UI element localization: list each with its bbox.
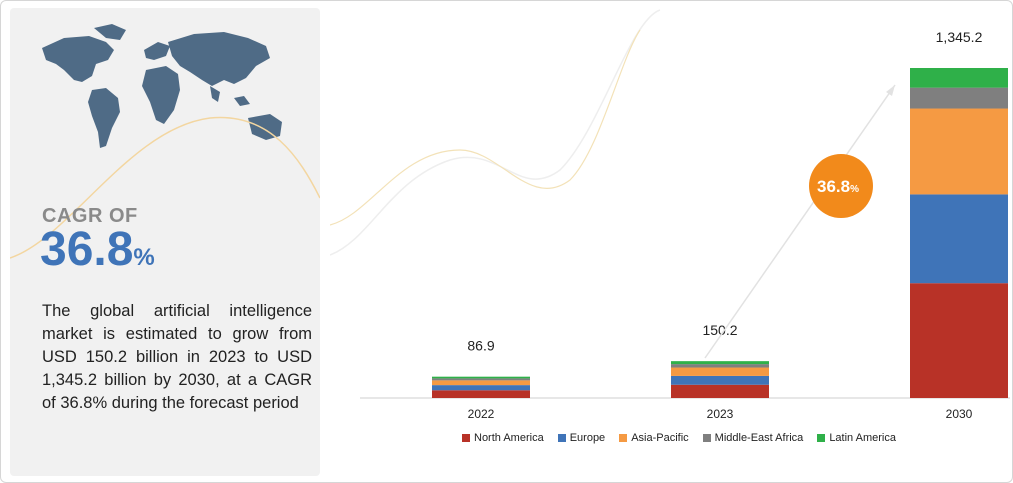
cagr-value: 36.8%: [40, 226, 155, 274]
bar-segment-2030-north-america: [910, 283, 1008, 398]
cagr-bubble: [809, 154, 873, 218]
bar-segment-2030-latin-america: [910, 68, 1008, 88]
chart-legend: North America Europe Asia-Pacific Middle-Ea…: [462, 432, 896, 444]
market-description: The global artificial intelligence marke…: [42, 302, 312, 412]
legend-item-latin-america: Latin America: [817, 432, 896, 444]
bar-segment-2023-asia-pacific: [671, 367, 769, 376]
total-label-2030: 1,345.2: [936, 29, 983, 45]
cagr-percent-sign: %: [133, 244, 155, 271]
cagr-label: CAGR OF: [42, 205, 138, 227]
bar-segment-2022-europe: [432, 385, 530, 391]
legend-label: Europe: [569, 432, 606, 444]
bar-segment-2022-middle-east-africa: [432, 378, 530, 381]
bar-segment-2023-latin-america: [671, 361, 769, 365]
bar-segment-2022-asia-pacific: [432, 380, 530, 386]
cagr-number: 36.8: [40, 223, 134, 276]
legend-swatch: [619, 434, 628, 442]
legend-item-europe: Europe: [557, 432, 606, 444]
legend-label: Latin America: [829, 432, 896, 444]
bar-segment-2023-middle-east-africa: [671, 364, 769, 368]
total-label-2022: 86.9: [467, 338, 494, 354]
summary-panel: CAGR OF 36.8% The global artificial inte…: [10, 8, 320, 476]
growth-arrow-head: [886, 85, 895, 96]
bar-segment-2023-europe: [671, 375, 769, 385]
bar-segment-2022-latin-america: [432, 376, 530, 379]
growth-arrow-line: [704, 84, 896, 359]
legend-item-north-america: North America: [462, 432, 544, 444]
bar-segment-2030-asia-pacific: [910, 108, 1008, 195]
legend-item-middle-east-africa: Middle-East Africa: [702, 432, 804, 444]
legend-label: North America: [474, 432, 544, 444]
decorative-curve-secondary: [330, 29, 641, 226]
legend-label: Asia-Pacific: [631, 432, 689, 444]
world-map-icon: [42, 24, 282, 148]
x-tick-label-2022: 2022: [468, 407, 495, 421]
stacked-bar-chart: 86.9 2022 150.2 2023 1,345.2 2030 36.8%: [330, 9, 1010, 421]
legend-label: Middle-East Africa: [714, 432, 804, 444]
decorative-swirl: [10, 116, 320, 259]
decorative-curve: [330, 9, 661, 256]
legend-swatch: [462, 434, 470, 442]
bar-segment-2023-north-america: [671, 384, 769, 398]
cagr-bubble-label: 36.8%: [817, 177, 859, 196]
bar-segment-2030-middle-east-africa: [910, 87, 1008, 109]
total-label-2023: 150.2: [702, 322, 737, 338]
legend-swatch: [817, 434, 826, 442]
legend-swatch: [702, 434, 711, 442]
bar-segment-2022-north-america: [432, 390, 530, 398]
x-tick-label-2023: 2023: [707, 407, 734, 421]
legend-item-asia-pacific: Asia-Pacific: [619, 432, 689, 444]
legend-swatch: [557, 434, 566, 442]
x-tick-label-2030: 2030: [946, 407, 973, 421]
bar-segment-2030-europe: [910, 194, 1008, 284]
